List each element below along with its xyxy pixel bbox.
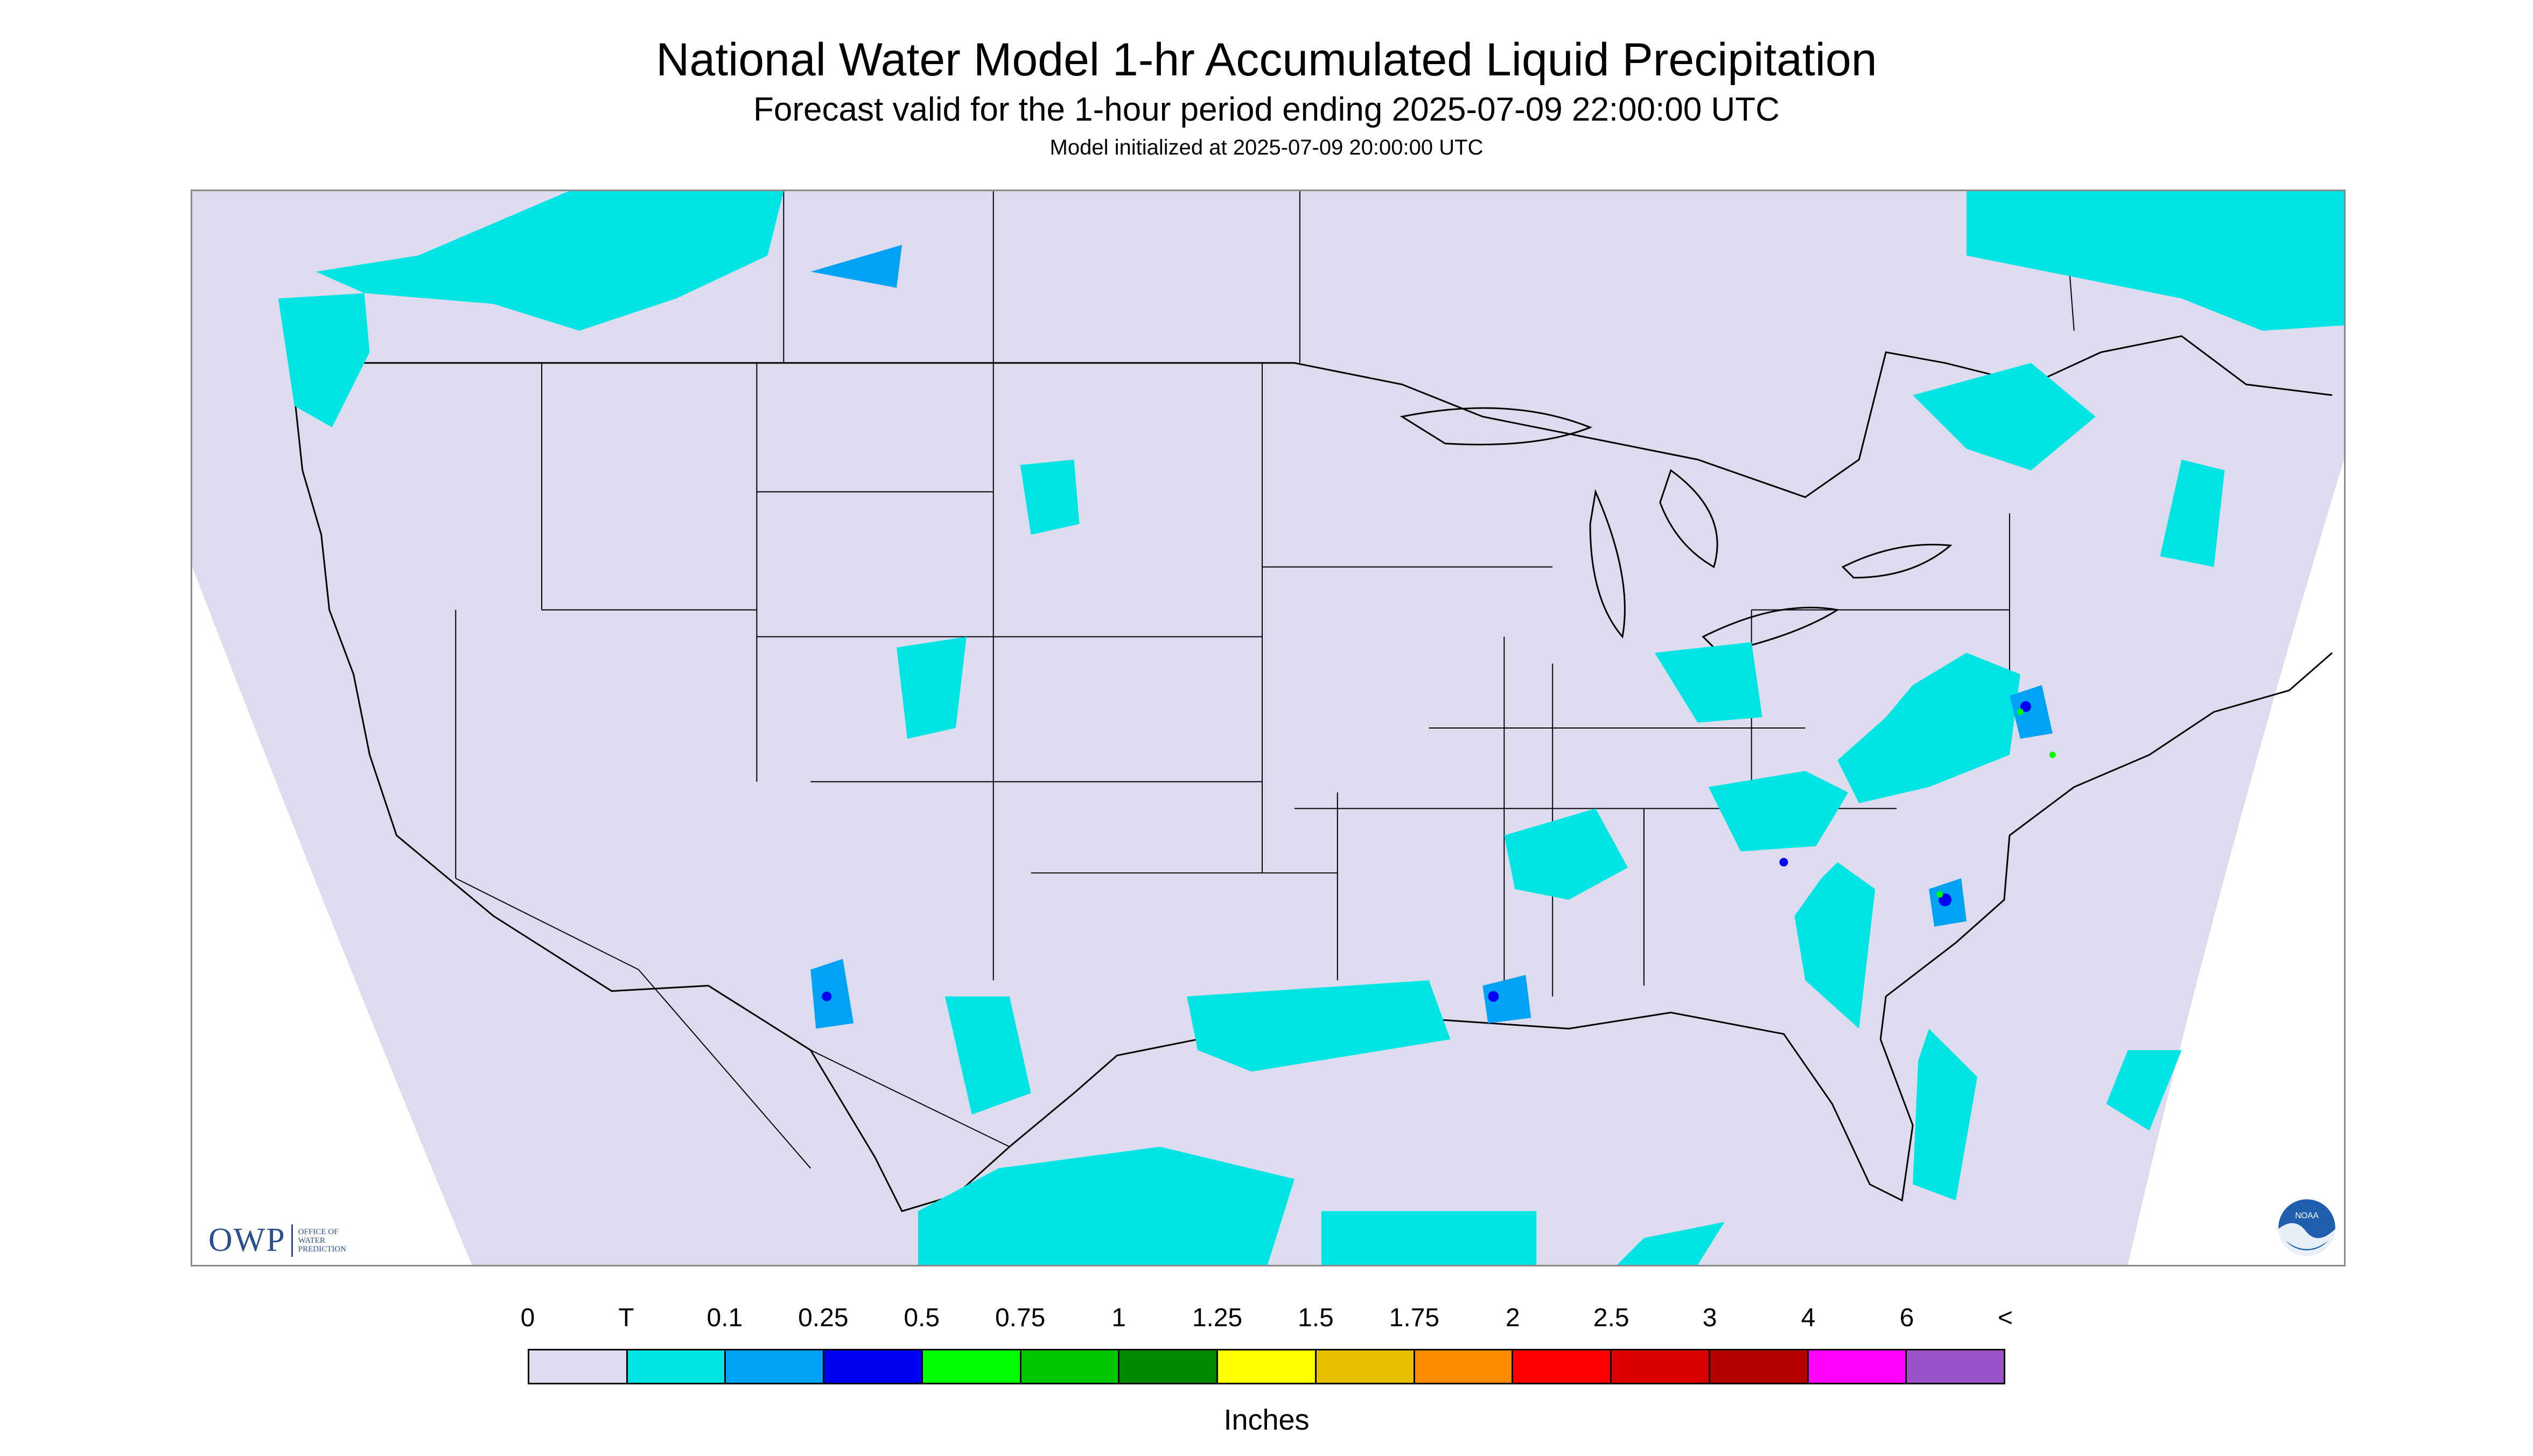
- precip-moderate: [822, 701, 2031, 1002]
- legend-tick-label: 1: [1111, 1304, 1126, 1332]
- legend-ticks: 0 T 0.1 0.25 0.5 0.75 1 1.25 1.5 1.75 2 2.5 3 4 6 <: [521, 1303, 2013, 1335]
- legend-tick-label: <: [1997, 1304, 2013, 1332]
- legend-tick-label: 0: [520, 1304, 535, 1332]
- legend-swatch: [824, 1350, 923, 1383]
- precipitation-map: OWP OFFICE OF WATER PREDICTION NOAA: [191, 190, 2346, 1266]
- legend-swatch: [1612, 1350, 1710, 1383]
- legend-swatch: [1218, 1350, 1317, 1383]
- owp-logo: OWP OFFICE OF WATER PREDICTION: [208, 1221, 346, 1259]
- legend-tick-label: 3: [1702, 1304, 1717, 1332]
- noaa-logo: NOAA: [2278, 1199, 2335, 1257]
- legend-swatch: [1710, 1350, 1809, 1383]
- legend-swatch: [627, 1350, 726, 1383]
- precip-trace: [278, 191, 2344, 1265]
- owp-logo-divider: [291, 1224, 293, 1257]
- legend-units: Inches: [1223, 1404, 1310, 1436]
- legend-tick-label: 2.5: [1593, 1304, 1629, 1332]
- legend-swatch: [1513, 1350, 1612, 1383]
- legend-swatch: [1415, 1350, 1514, 1383]
- legend-swatch: [922, 1350, 1021, 1383]
- map-subtitle: Forecast valid for the 1-hour period end…: [753, 91, 1780, 128]
- owp-logo-mark: OWP: [208, 1222, 286, 1258]
- legend-tick-label: 1.5: [1298, 1304, 1334, 1332]
- great-lakes: [1400, 407, 1953, 654]
- legend-tick-label: 2: [1505, 1304, 1520, 1332]
- precip-light: [810, 244, 2053, 1029]
- legend-tick-label: 0.5: [904, 1304, 940, 1332]
- legend-tick-label: 0.25: [798, 1304, 849, 1332]
- legend-colorbar: [528, 1349, 2005, 1384]
- legend-tick-label: 4: [1801, 1304, 1816, 1332]
- legend-tick-label: 0.1: [706, 1304, 743, 1332]
- owp-logo-text: OFFICE OF WATER PREDICTION: [298, 1227, 346, 1254]
- state-boundaries: [455, 191, 2075, 1169]
- legend-swatch: [726, 1350, 825, 1383]
- legend-tick-label: 0.75: [995, 1304, 1046, 1332]
- legend-tick-label: 1.25: [1192, 1304, 1243, 1332]
- map-title: National Water Model 1-hr Accumulated Li…: [656, 34, 1877, 86]
- legend-swatch: [529, 1350, 628, 1383]
- legend-swatch: [1907, 1350, 2004, 1383]
- precip-heavy: [1936, 709, 2056, 898]
- us-canada-border: [289, 335, 2333, 498]
- legend-swatch: [1808, 1350, 1907, 1383]
- legend-swatch: [1021, 1350, 1120, 1383]
- legend-swatch: [1119, 1350, 1219, 1383]
- model-init-text: Model initialized at 2025-07-09 20:00:00…: [1049, 136, 1484, 159]
- map-canvas: [192, 191, 2344, 1265]
- legend-swatch: [1316, 1350, 1415, 1383]
- legend-tick-label: 6: [1899, 1304, 1914, 1332]
- legend-tick-label: 1.75: [1389, 1304, 1440, 1332]
- legend-tick-label: T: [618, 1304, 634, 1332]
- noaa-logo-text: NOAA: [2295, 1211, 2319, 1220]
- model-domain: [192, 191, 2344, 1265]
